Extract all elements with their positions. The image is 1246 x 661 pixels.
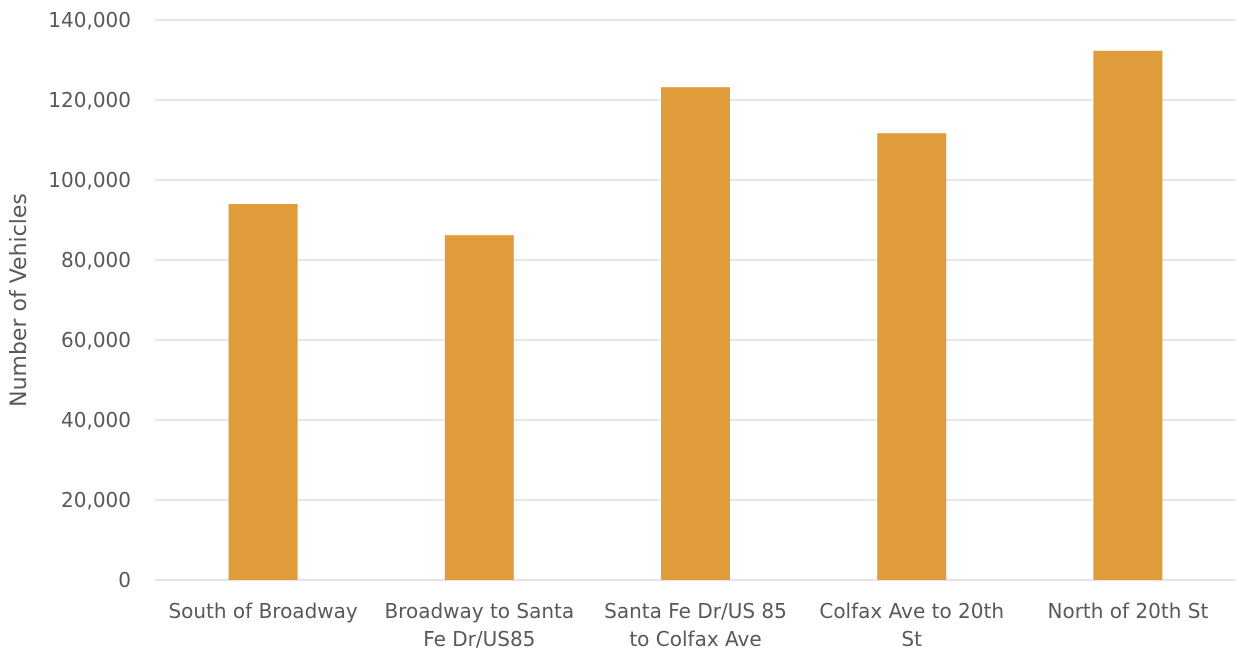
bars — [228, 50, 1163, 581]
x-category-label: Broadway to Santa — [384, 599, 574, 623]
bar — [444, 235, 514, 580]
y-tick-label: 60,000 — [61, 328, 131, 352]
x-category-label: St — [901, 627, 922, 651]
x-category-label: to Colfax Ave — [629, 627, 761, 651]
bar — [228, 204, 298, 580]
x-category-label: Colfax Ave to 20th — [819, 599, 1004, 623]
x-category-label: North of 20th St — [1048, 599, 1209, 623]
y-tick-label: 0 — [118, 568, 131, 592]
y-axis-title: Number of Vehicles — [7, 193, 32, 407]
y-tick-label: 40,000 — [61, 408, 131, 432]
y-tick-label: 100,000 — [48, 168, 131, 192]
y-tick-label: 20,000 — [61, 488, 131, 512]
x-category-label: South of Broadway — [168, 599, 357, 623]
y-tick-label: 140,000 — [48, 8, 131, 32]
x-axis-categories: South of Broadway Broadway to Santa Fe Dr/… — [168, 599, 1208, 651]
x-category-label: Santa Fe Dr/US 85 — [604, 599, 787, 623]
y-axis-ticks: 0 20,000 40,000 60,000 80,000 100,000 120,000 1… — [48, 8, 131, 592]
x-category-label: Fe Dr/US85 — [423, 627, 535, 651]
bar — [1093, 50, 1163, 581]
y-tick-label: 120,000 — [48, 88, 131, 112]
y-tick-label: 80,000 — [61, 248, 131, 272]
bar — [661, 87, 730, 580]
bar — [877, 133, 947, 580]
